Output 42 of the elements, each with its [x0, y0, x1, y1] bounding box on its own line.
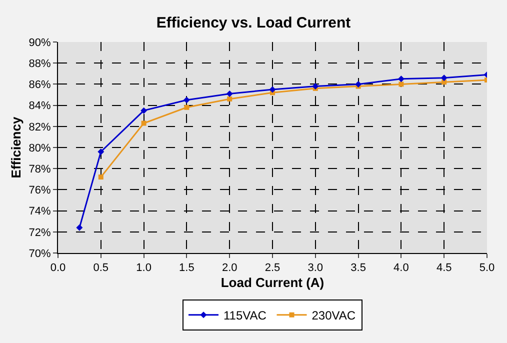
x-tick-label: 3.5 — [350, 262, 366, 274]
y-tick-label: 76% — [28, 184, 52, 197]
point — [227, 96, 232, 102]
y-tick-label: 72% — [28, 226, 52, 239]
x-tick-label: 4.0 — [394, 262, 409, 274]
point — [98, 148, 104, 155]
y-tick-label: 84% — [28, 100, 52, 112]
point — [312, 83, 319, 90]
legend-label: 230VAC — [312, 308, 356, 323]
chart-title: Efficiency vs. Load Current — [156, 14, 351, 32]
y-tick-label: 70% — [28, 248, 52, 260]
y-tick-label: 74% — [28, 206, 52, 218]
x-axis-title: Load Current (A) — [220, 274, 324, 290]
y-tick-label: 80% — [28, 142, 52, 154]
x-tick-label: 0.0 — [50, 262, 66, 274]
x-tick-label: 5.0 — [479, 262, 495, 274]
y-tick-label: 90% — [28, 36, 52, 49]
x-tick-label: 3.0 — [308, 262, 324, 274]
point — [140, 107, 148, 114]
point — [440, 74, 448, 82]
point — [398, 76, 404, 82]
point — [184, 104, 190, 110]
y-tick-label: 88% — [28, 58, 52, 70]
x-tick-label: 2.5 — [264, 262, 280, 274]
point — [398, 82, 404, 87]
y-tick-label: 82% — [28, 121, 52, 134]
x-tick-label: 0.5 — [93, 262, 109, 274]
point — [355, 80, 362, 88]
y-tick-label: 78% — [28, 163, 52, 176]
y-tick-label: 86% — [28, 79, 52, 92]
point — [269, 86, 276, 93]
y-axis-title: Efficiency — [8, 116, 24, 178]
x-tick-label: 2.0 — [222, 262, 238, 274]
point — [141, 120, 146, 126]
point — [98, 174, 104, 180]
point — [226, 90, 233, 97]
x-tick-label: 4.5 — [436, 262, 452, 274]
point — [183, 96, 190, 104]
x-tick-label: 1.0 — [136, 262, 152, 274]
point — [76, 224, 83, 231]
x-tick-label: 1.5 — [179, 262, 194, 274]
legend-label: 115VAC — [224, 308, 267, 323]
